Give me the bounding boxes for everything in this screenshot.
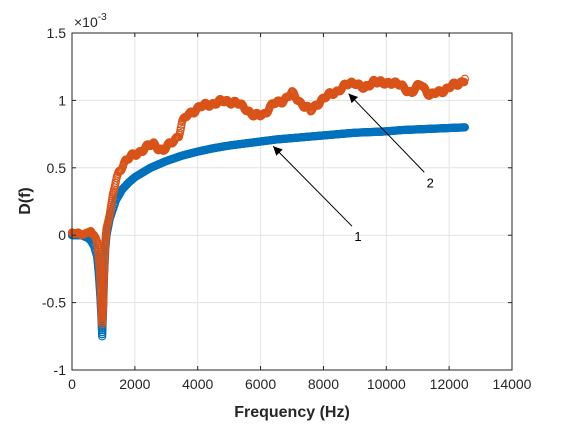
plot-area-border [71, 32, 513, 371]
annotations: 12 [272, 93, 434, 244]
y-tick-label: 1.5 [47, 25, 67, 41]
x-tick-label: 10000 [367, 376, 406, 392]
x-tick-label: 0 [68, 376, 76, 392]
annotation-label: 2 [427, 175, 434, 190]
x-tick-label: 2000 [119, 376, 150, 392]
annotation-arrow [272, 145, 353, 227]
y-tick-label: 1 [58, 92, 66, 108]
data-point [177, 120, 186, 129]
data-point [460, 77, 469, 87]
x-tick-label: 14000 [493, 376, 532, 392]
x-tick-label: 6000 [245, 376, 276, 392]
x-tick-label: 8000 [308, 376, 339, 392]
y-tick-label: 0 [58, 227, 66, 243]
annotation-label: 1 [354, 229, 361, 244]
y-exponent-base: ×10 [74, 14, 98, 30]
y-axis-label: D(f) [17, 187, 34, 215]
x-tick-label: 4000 [182, 376, 213, 392]
ticks: 0 2000 4000 6000 8000 10000 12000 14000 -1 -0.5 0 0… [42, 25, 532, 392]
y-tick-label: -0.5 [42, 295, 66, 311]
y-exponent-label: ×10-3 [74, 12, 107, 30]
y-exponent-power: -3 [98, 12, 107, 23]
y-tick-label: 0.5 [47, 160, 67, 176]
annotation-arrow [348, 93, 425, 173]
plot-area-background [72, 33, 512, 370]
x-axis-label: Frequency (Hz) [234, 404, 350, 421]
x-tick-label: 12000 [430, 376, 469, 392]
data-point [460, 74, 470, 83]
data-point [460, 123, 470, 132]
series-2 [67, 74, 470, 329]
y-tick-label: -1 [54, 362, 67, 378]
data-point [176, 123, 186, 132]
series-layer [67, 74, 470, 341]
